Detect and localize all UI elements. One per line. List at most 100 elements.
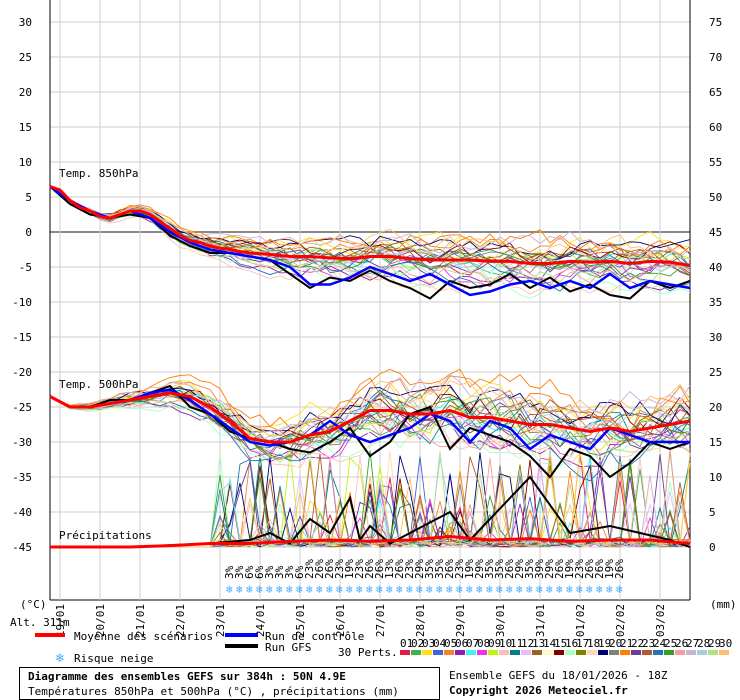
snow-risk-pct: 26%	[553, 559, 566, 579]
pert-legend-id: 29	[708, 637, 721, 650]
pert-line-850	[49, 186, 691, 261]
pert-legend-id: 02	[411, 637, 424, 650]
snowflake-icon: ❄	[556, 583, 563, 596]
right-tick-label: 75	[709, 16, 722, 29]
snow-risk-pct: 26%	[323, 559, 336, 579]
snowflake-icon: ❄	[416, 583, 423, 596]
snowflake-icon: ❄	[246, 583, 253, 596]
snowflake-icon: ❄	[466, 583, 473, 596]
pert-legend-swatch	[587, 650, 597, 655]
legend-mean-swatch	[35, 633, 65, 637]
legend-perts-label: 30 Perts.	[338, 646, 398, 659]
right-tick-label: 45	[709, 226, 722, 239]
snow-risk-pct: 3%	[223, 565, 236, 579]
snowflake-icon: ❄	[356, 583, 363, 596]
left-tick-label: 10	[19, 156, 32, 169]
x-tick-label: 03/02	[654, 604, 667, 637]
left-tick-label: -10	[12, 296, 32, 309]
snowflake-icon: ❄	[316, 583, 323, 596]
pert-legend-id: 03	[422, 637, 435, 650]
legend-control-label: Run de contrôle	[265, 630, 364, 643]
pert-legend-swatch	[444, 650, 454, 655]
legend: Moyenne des scénarios Run de contrôle Ru…	[35, 630, 732, 666]
x-tick-label: 21/01	[134, 604, 147, 637]
pert-legend-swatch	[466, 650, 476, 655]
snowflake-icon: ❄	[596, 583, 603, 596]
right-tick-label: 65	[709, 86, 722, 99]
snowflake-icon: ❄	[606, 583, 613, 596]
pert-legend-id: 17	[576, 637, 589, 650]
snowflake-icon: ❄	[296, 583, 303, 596]
right-tick-label: 60	[709, 121, 722, 134]
snow-risk-row: 3%❄3%❄6%❄6%❄3%❄3%❄3%❄6%❄23%❄26%❄26%❄23%❄…	[223, 559, 626, 596]
pert-legend-swatch	[642, 650, 652, 655]
pert-legend-id: 12	[521, 637, 534, 650]
snowflake-icon: ❄	[456, 583, 463, 596]
snow-risk-pct: 6%	[243, 565, 256, 579]
t850-mean-line	[49, 185, 691, 268]
pert-legend-swatch	[532, 650, 542, 655]
left-tick-label: -35	[12, 471, 32, 484]
x-tick-label: 30/01	[494, 604, 507, 637]
x-tick-label: 29/01	[454, 604, 467, 637]
pert-legend-id: 11	[510, 637, 523, 650]
x-tick-label: 19/01	[54, 604, 67, 637]
pert-legend-swatch	[433, 650, 443, 655]
left-tick-label: 20	[19, 86, 32, 99]
pert-legend-id: 09	[488, 637, 501, 650]
snow-risk-pct: 19%	[343, 559, 356, 579]
snowflake-icon: ❄	[566, 583, 573, 596]
pert-legend-swatch	[543, 650, 553, 655]
t500-mean-line	[49, 391, 691, 444]
run-info: Ensemble GEFS du 18/01/2026 - 18Z	[449, 669, 668, 682]
snowflake-icon: ❄	[496, 583, 503, 596]
left-tick-label: 25	[19, 51, 32, 64]
snow-risk-pct: 23%	[453, 559, 466, 579]
pert-legend-id: 04	[433, 637, 447, 650]
snow-risk-pct: 26%	[443, 559, 456, 579]
snow-risk-pct: 29%	[513, 559, 526, 579]
right-tick-label: 70	[709, 51, 722, 64]
x-tick-label: 25/01	[294, 604, 307, 637]
snow-risk-pct: 35%	[493, 559, 506, 579]
legend-gfs-swatch	[225, 644, 258, 648]
pert-legend-id: 06	[455, 637, 468, 650]
pert-legend-swatch	[664, 650, 674, 655]
x-tick-label: 23/01	[214, 604, 227, 637]
snowflake-icon: ❄	[326, 583, 333, 596]
snow-risk-pct: 3%	[233, 565, 246, 579]
precip-gfs-line	[50, 475, 691, 548]
t850-label: Temp. 850hPa	[59, 167, 138, 180]
snow-risk-pct: 23%	[353, 559, 366, 579]
snowflake-icon: ❄	[55, 651, 64, 666]
pert-legend-swatch	[455, 650, 465, 655]
snowflake-icon: ❄	[276, 583, 283, 596]
snow-risk-pct: 26%	[313, 559, 326, 579]
snowflake-icon: ❄	[376, 583, 383, 596]
snow-risk-pct: 6%	[253, 565, 266, 579]
t850-control-line	[49, 185, 691, 297]
left-unit-label: (°C)	[20, 598, 47, 611]
pert-legend-id: 27	[686, 637, 699, 650]
snowflake-icon: ❄	[266, 583, 273, 596]
pert-legend-swatch	[411, 650, 421, 655]
snowflake-icon: ❄	[536, 583, 543, 596]
right-tick-label: 5	[709, 506, 716, 519]
x-tick-label: 20/01	[94, 604, 107, 637]
pert-legend-id: 16	[565, 637, 578, 650]
pert-legend-swatch	[609, 650, 619, 655]
pert-legend-id: 10	[499, 637, 512, 650]
x-axis-ticks: 19/01 20/01 21/01 22/01 23/01 24/01 25/01 26/01…	[54, 604, 667, 637]
precip-mean-line	[50, 534, 691, 549]
left-tick-label: -15	[12, 331, 32, 344]
snowflake-icon: ❄	[396, 583, 403, 596]
snowflake-icon: ❄	[306, 583, 313, 596]
pert-line-500	[49, 379, 691, 438]
right-tick-label: 50	[709, 191, 722, 204]
snow-risk-pct: 19%	[603, 559, 616, 579]
snowflake-icon: ❄	[286, 583, 293, 596]
pert-line-850	[49, 186, 691, 256]
snowflake-icon: ❄	[616, 583, 623, 596]
snowflake-icon: ❄	[346, 583, 353, 596]
